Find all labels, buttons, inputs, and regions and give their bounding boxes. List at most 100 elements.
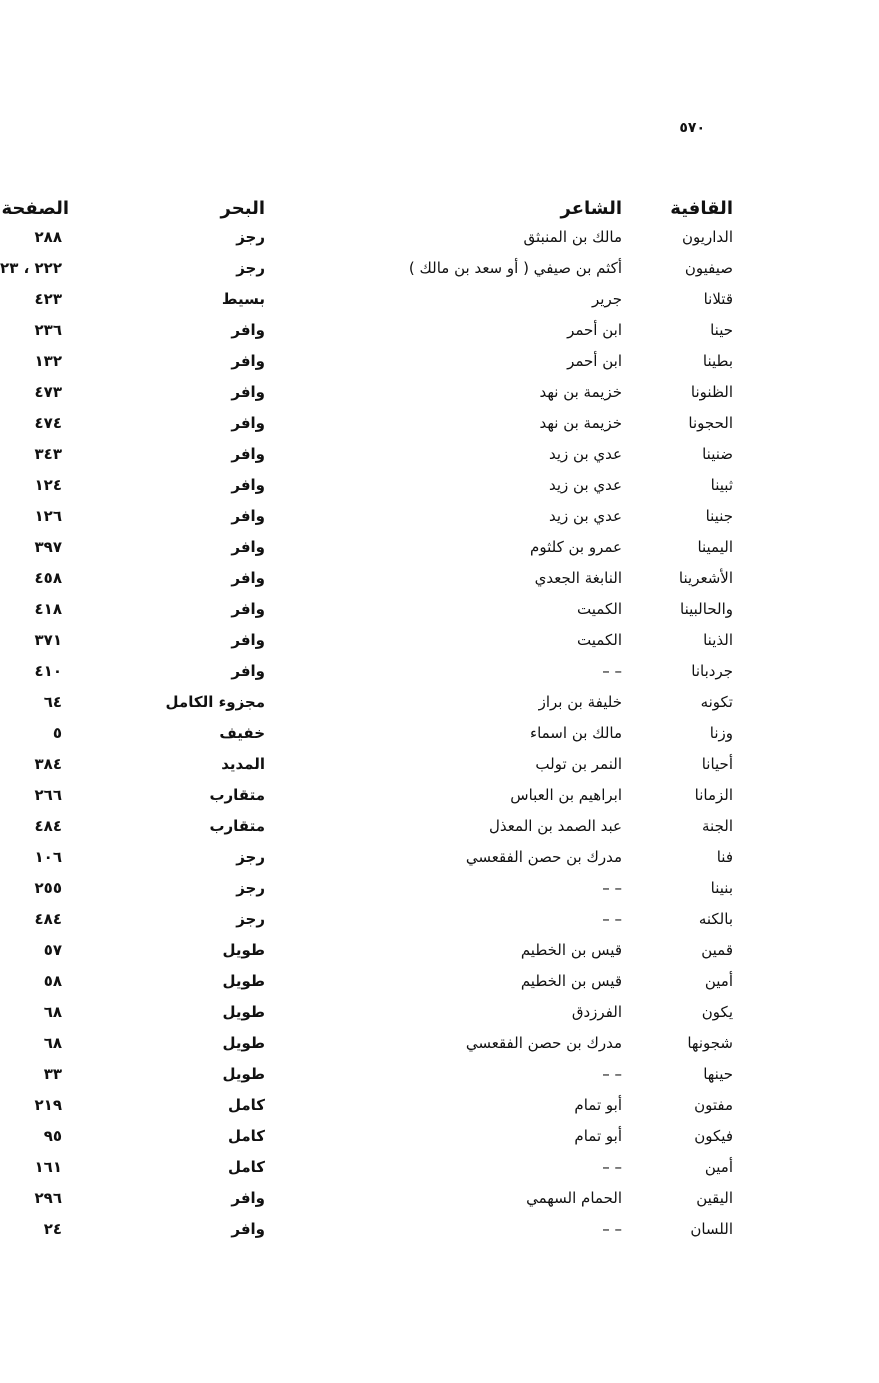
- table-row: أحيانا النمر بن تولب المديد ٣٨٤: [0, 749, 879, 780]
- cell-qafiya: جنينا: [705, 507, 733, 525]
- cell-poet: عبد الصمد بن المعذل: [489, 817, 622, 835]
- cell-qafiya: يكون: [701, 1003, 733, 1021]
- cell-page: ٢٥٥: [34, 879, 62, 897]
- cell-page: ٤٢٣: [34, 290, 62, 308]
- cell-poet: الحمام السهمي: [526, 1189, 622, 1207]
- cell-page: ١٢٤: [34, 476, 62, 494]
- cell-qafiya: أمين: [704, 972, 733, 990]
- cell-bahr: وافر: [231, 476, 265, 494]
- cell-page: ٤٧٣: [34, 383, 62, 401]
- cell-bahr: بسيط: [221, 290, 265, 308]
- cell-bahr: وافر: [231, 507, 265, 525]
- table-row: ضنينا عدي بن زيد وافر ٣٤٣: [0, 439, 879, 470]
- cell-qafiya: حينها: [703, 1065, 733, 1083]
- table-row: اللسان – – وافر ٢٤: [0, 1214, 879, 1245]
- cell-qafiya: فنا: [716, 848, 733, 866]
- cell-poet: النابغة الجعدي: [534, 569, 622, 587]
- cell-qafiya: جردبانا: [691, 662, 733, 680]
- cell-qafiya: والحالبينا: [680, 600, 733, 618]
- cell-page: ٢٨٨: [34, 228, 62, 246]
- cell-page: ١٢٦: [34, 507, 62, 525]
- cell-qafiya: تكونه: [700, 693, 733, 711]
- cell-page: ٣٣: [43, 1065, 62, 1083]
- table-row: أمين – – كامل ١٦١: [0, 1152, 879, 1183]
- cell-page: ٢٦٦: [34, 786, 62, 804]
- cell-page: ٥: [52, 724, 62, 742]
- cell-poet: خزيمة بن نهد: [539, 383, 622, 401]
- table-row: الأشعرينا النابغة الجعدي وافر ٤٥٨: [0, 563, 879, 594]
- table-row: مفتون أبو تمام كامل ٢١٩: [0, 1090, 879, 1121]
- cell-qafiya: الذينا: [703, 631, 733, 649]
- cell-page: ٤٨٤: [34, 910, 62, 928]
- cell-qafiya: بنينا: [710, 879, 733, 897]
- cell-poet: عدي بن زيد: [549, 445, 622, 463]
- cell-page: ٤٨٤: [34, 817, 62, 835]
- cell-bahr: وافر: [231, 1220, 265, 1238]
- table-row: قتلانا جرير بسيط ٤٢٣: [0, 284, 879, 315]
- cell-qafiya: اليمينا: [697, 538, 733, 556]
- cell-poet: خزيمة بن نهد: [539, 414, 622, 432]
- cell-poet: عدي بن زيد: [549, 507, 622, 525]
- cell-qafiya: اليقين: [696, 1189, 733, 1207]
- cell-bahr: وافر: [231, 352, 265, 370]
- cell-bahr: وافر: [231, 321, 265, 339]
- cell-poet: الفرزدق: [571, 1003, 622, 1021]
- table-row: وزنا مالك بن اسماء خفيف ٥: [0, 718, 879, 749]
- cell-bahr: وافر: [231, 631, 265, 649]
- cell-page: ١٦١: [34, 1158, 62, 1176]
- cell-bahr: متقارب: [209, 817, 265, 835]
- cell-qafiya: اللسان: [690, 1220, 733, 1238]
- cell-qafiya: الداريون: [682, 228, 733, 246]
- cell-poet: خليفة بن براز: [538, 693, 622, 711]
- cell-bahr: وافر: [231, 445, 265, 463]
- cell-bahr: وافر: [231, 600, 265, 618]
- cell-poet: – –: [602, 879, 622, 897]
- cell-bahr: متقارب: [209, 786, 265, 804]
- cell-page: ٣٨٤: [34, 755, 62, 773]
- cell-page: ٣٤٣: [34, 445, 62, 463]
- cell-poet: مالك بن المنبثق: [523, 228, 622, 246]
- cell-page: ٣٧١: [34, 631, 62, 649]
- cell-qafiya: حينا: [710, 321, 733, 339]
- cell-page: ٢٤: [43, 1220, 62, 1238]
- table-row: فيكون أبو تمام كامل ٩٥: [0, 1121, 879, 1152]
- table-row: بنينا – – رجز ٢٥٥: [0, 873, 879, 904]
- cell-bahr: وافر: [231, 414, 265, 432]
- cell-bahr: المديد: [221, 755, 265, 773]
- cell-qafiya: مفتون: [694, 1096, 733, 1114]
- cell-poet: مالك بن اسماء: [530, 724, 622, 742]
- cell-page: ٤١٠: [34, 662, 62, 680]
- page-number: ٥٧٠: [679, 120, 705, 136]
- cell-poet: مدرك بن حصن الفقعسي: [465, 848, 622, 866]
- cell-qafiya: أمين: [704, 1158, 733, 1176]
- table-row: قمين قيس بن الخطيم طويل ٥٧: [0, 935, 879, 966]
- cell-page: ٢٢٢ ، ٢٢٣: [0, 259, 62, 277]
- cell-poet: ابن أحمر: [567, 321, 622, 339]
- cell-poet: الكميت: [577, 600, 622, 618]
- cell-page: ٤٥٨: [34, 569, 62, 587]
- cell-qafiya: ضنينا: [702, 445, 733, 463]
- cell-qafiya: الزمانا: [694, 786, 733, 804]
- header-qafiya: القافية: [670, 198, 733, 219]
- cell-qafiya: الجنة: [702, 817, 733, 835]
- cell-bahr: رجز: [236, 848, 265, 866]
- cell-page: ١٠٦: [34, 848, 62, 866]
- cell-poet: – –: [602, 1065, 622, 1083]
- cell-bahr: طويل: [222, 972, 265, 990]
- cell-bahr: خفيف: [219, 724, 265, 742]
- cell-bahr: طويل: [222, 1003, 265, 1021]
- header-poet: الشاعر: [560, 198, 623, 219]
- cell-bahr: وافر: [231, 1189, 265, 1207]
- cell-page: ٣٩٧: [34, 538, 62, 556]
- cell-page: ٦٨: [43, 1034, 62, 1052]
- cell-poet: – –: [602, 1158, 622, 1176]
- cell-bahr: رجز: [236, 879, 265, 897]
- cell-poet: قيس بن الخطيم: [520, 972, 622, 990]
- cell-qafiya: صيفيون: [684, 259, 733, 277]
- table-row: حينها – – طويل ٣٣: [0, 1059, 879, 1090]
- cell-bahr: رجز: [236, 228, 265, 246]
- cell-poet: – –: [602, 1220, 622, 1238]
- cell-qafiya: الأشعرينا: [678, 569, 733, 587]
- header-page: الصفحة: [1, 198, 69, 219]
- cell-poet: جرير: [592, 290, 622, 308]
